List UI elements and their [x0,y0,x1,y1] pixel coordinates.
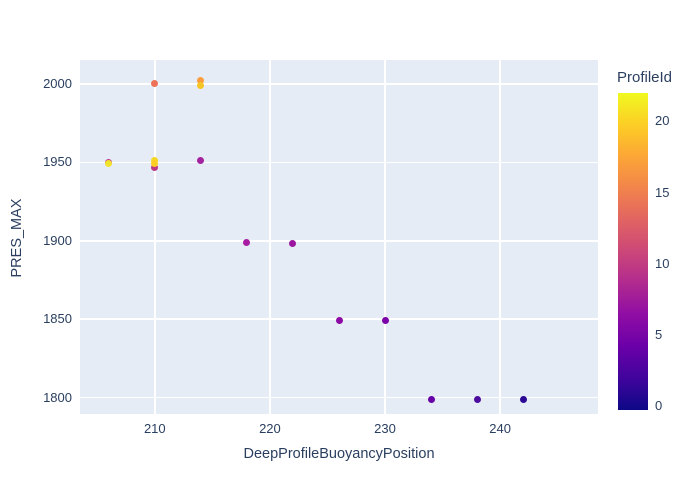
data-point[interactable] [151,80,159,88]
y-gridline [80,240,598,242]
x-tick-label: 210 [143,421,166,436]
x-gridline [269,60,271,414]
colorbar-tick-label: 20 [655,113,670,129]
data-point[interactable] [197,77,205,85]
x-tick-label: 240 [489,421,511,436]
x-gridline [499,60,501,414]
data-point[interactable] [427,395,435,403]
colorbar-title: ProfileId [617,69,673,86]
y-axis-title: PRES_MAX [9,198,25,278]
y-tick-label: 1850 [43,311,72,327]
data-point[interactable] [243,238,251,246]
data-point[interactable] [289,240,297,248]
x-tick-label: 230 [374,421,396,436]
data-point[interactable] [151,163,159,171]
x-tick-label: 220 [259,421,281,436]
y-tick-label: 1900 [43,232,72,248]
data-point[interactable] [335,317,343,325]
data-point[interactable] [151,159,159,167]
data-point[interactable] [197,157,205,165]
x-gridline [154,60,156,414]
data-point[interactable] [197,82,205,90]
colorbar-tick-label: 10 [655,255,670,271]
y-tick-label: 1950 [43,154,72,170]
x-axis-title: DeepProfileBuoyancyPosition [243,446,435,462]
y-tick-label: 2000 [43,75,72,91]
colorbar-tick-label: 15 [655,184,670,200]
y-gridline [80,161,598,164]
y-gridline [80,396,598,399]
data-point[interactable] [381,317,389,325]
data-point[interactable] [473,395,481,403]
data-point[interactable] [105,160,113,168]
colorbar-gradient [618,93,648,410]
colorbar-tick-label: 5 [655,327,663,343]
data-point[interactable] [519,395,527,403]
plot-area[interactable] [80,60,598,414]
x-gridline [384,60,386,414]
colorbar-tick-label: 0 [655,398,663,414]
y-gridline [80,83,598,85]
y-tick-label: 1800 [43,389,72,405]
